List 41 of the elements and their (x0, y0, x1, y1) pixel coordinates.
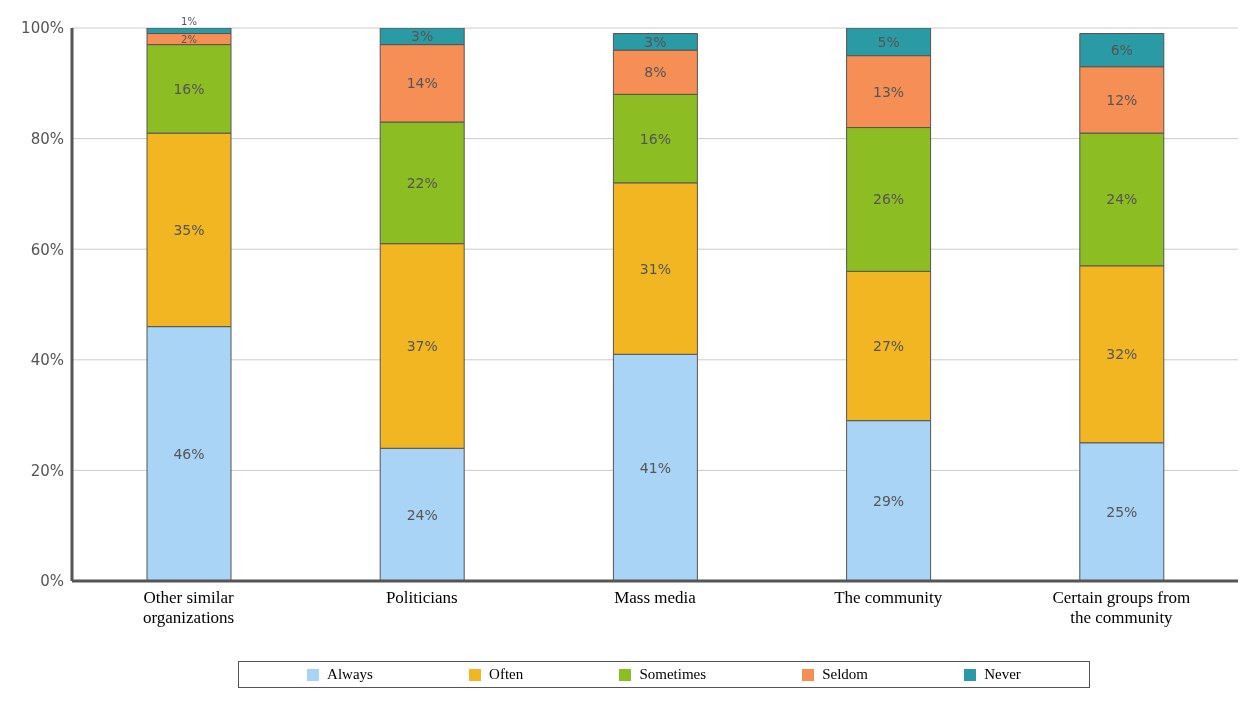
data-label: 32% (1106, 346, 1138, 363)
data-label: 41% (639, 459, 671, 476)
data-label: 24% (406, 506, 438, 523)
y-tick-label: 60% (30, 240, 64, 259)
data-label: 3% (644, 33, 667, 50)
data-label: 37% (406, 338, 438, 355)
legend-label: Never (984, 666, 1021, 683)
data-label: 12% (1106, 91, 1138, 108)
data-label: 16% (173, 80, 205, 97)
x-tick-label: The community (834, 588, 943, 607)
y-tick-label: 80% (30, 129, 64, 148)
x-tick-label: Politicians (385, 588, 458, 607)
data-label: 22% (406, 174, 438, 191)
data-label: 1% (181, 16, 197, 27)
y-tick-label: 40% (30, 351, 64, 370)
data-label: 13% (873, 83, 905, 100)
data-label: 25% (1106, 503, 1138, 520)
y-tick-label: 0% (40, 572, 64, 591)
data-label: 3% (411, 28, 434, 45)
data-label: 31% (639, 260, 671, 277)
x-tick-label: Mass media (614, 588, 697, 607)
y-tick-label: 20% (30, 461, 64, 480)
data-label: 35% (173, 221, 205, 238)
data-label: 26% (873, 191, 905, 208)
data-label: 27% (873, 338, 905, 355)
x-tick-label: Other similar organizations (142, 588, 235, 627)
legend-label: Seldom (822, 666, 869, 683)
y-tick-label: 100% (21, 19, 64, 38)
legend-label: Always (327, 666, 373, 683)
data-label: 46% (173, 445, 205, 462)
x-tick-label: Certain groups from the community (1052, 588, 1191, 627)
data-label: 14% (406, 75, 438, 92)
data-label: 6% (1110, 42, 1133, 59)
data-label: 2% (181, 33, 197, 45)
legend-label: Sometimes (639, 666, 707, 683)
data-label: 24% (1106, 191, 1138, 208)
data-label: 16% (639, 130, 671, 147)
data-label: 29% (873, 492, 905, 509)
data-label: 5% (877, 33, 900, 50)
data-label: 8% (644, 64, 667, 81)
legend-label: Often (489, 666, 524, 683)
